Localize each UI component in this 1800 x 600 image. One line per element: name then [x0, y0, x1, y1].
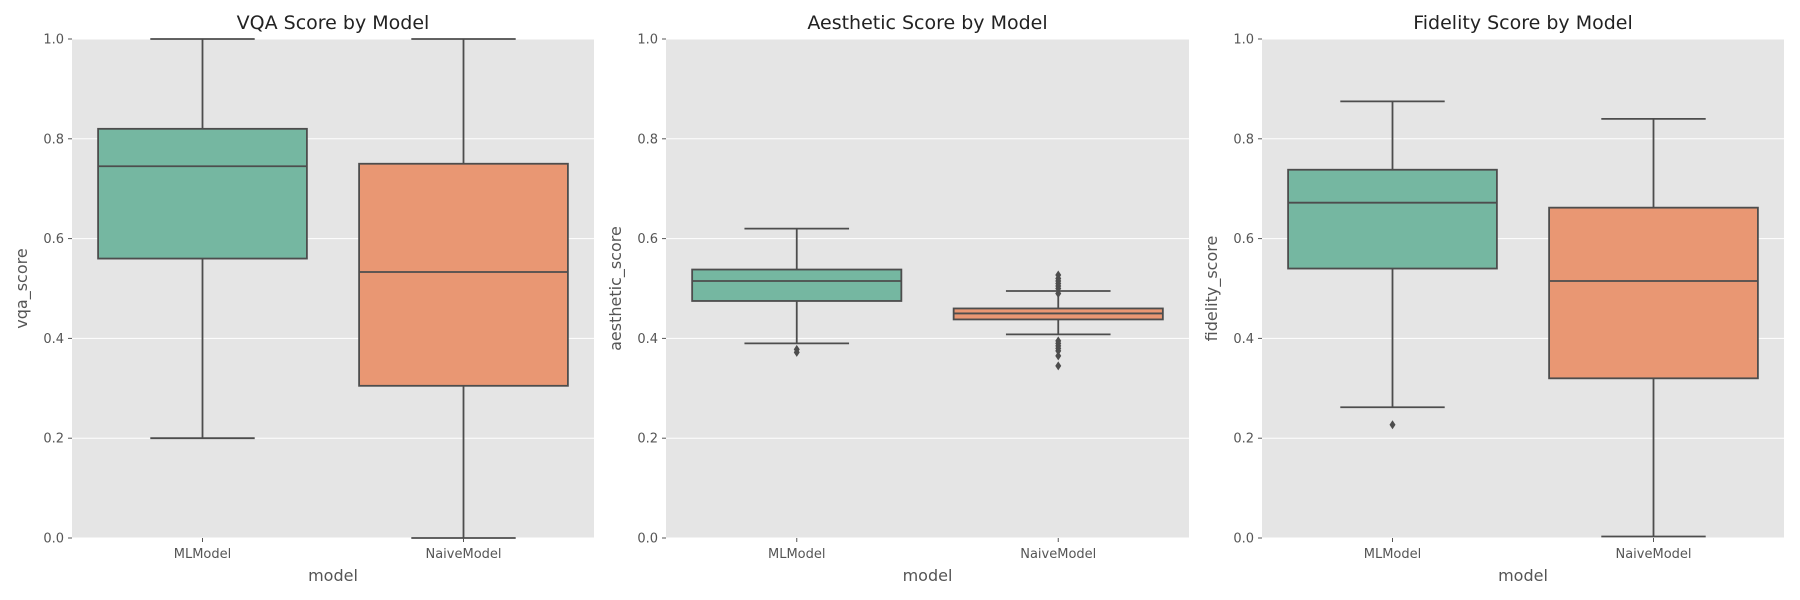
outlier-point	[1055, 288, 1062, 298]
x-tick-label: NaiveModel	[1615, 547, 1691, 562]
chart-title: Fidelity Score by Model	[1413, 12, 1633, 34]
y-tick-label: 0.0	[637, 532, 658, 547]
chart-panel-3: 0.0 0.2 0.4 0.6 0.8 1.0 MLModel NaiveModel Fidel…	[1202, 12, 1784, 585]
box-naivemodel	[1548, 206, 1759, 380]
x-tick-label: MLModel	[1364, 547, 1422, 562]
box-mlmodel	[1287, 168, 1498, 270]
y-tick-label: 0.4	[43, 332, 64, 347]
outlier-point	[1055, 336, 1062, 346]
y-tick-label: 0.0	[43, 532, 64, 547]
outlier-point	[1055, 351, 1062, 361]
y-tick-label: 0.4	[637, 332, 658, 347]
y-tick-label: 0.4	[1233, 332, 1254, 347]
y-tick-label: 1.0	[1233, 33, 1254, 48]
y-axis-label: aesthetic_score	[606, 226, 626, 351]
box-mlmodel	[97, 127, 308, 260]
y-tick-label: 0.8	[1233, 132, 1254, 147]
y-tick-label: 0.6	[43, 232, 64, 247]
chart-title: Aesthetic Score by Model	[807, 12, 1047, 34]
y-axis-label: vqa_score	[12, 248, 32, 328]
y-tick-label: 0.2	[637, 432, 658, 447]
y-tick-label: 0.2	[1233, 432, 1254, 447]
chart-title: VQA Score by Model	[237, 12, 430, 34]
x-axis-label: model	[903, 566, 953, 585]
box-mlmodel	[691, 268, 903, 302]
x-tick-label: NaiveModel	[425, 547, 501, 562]
y-tick-label: 1.0	[637, 33, 658, 48]
y-tick-label: 1.0	[43, 33, 64, 48]
y-tick-label: 0.8	[43, 132, 64, 147]
y-axis-label: fidelity_score	[1202, 236, 1222, 342]
x-tick-label: NaiveModel	[1020, 547, 1096, 562]
x-tick-label: MLModel	[174, 547, 232, 562]
x-tick-label: MLModel	[768, 547, 826, 562]
y-tick-label: 0.6	[1233, 232, 1254, 247]
outlier-point	[1389, 420, 1396, 430]
outlier-point	[1055, 361, 1062, 371]
outlier-point	[1055, 270, 1062, 280]
x-axis-label: model	[308, 566, 358, 585]
y-tick-label: 0.8	[637, 132, 658, 147]
x-axis-label: model	[1498, 566, 1548, 585]
outlier-point	[793, 344, 800, 354]
chart-panel-2: 0.0 0.2 0.4 0.6 0.8 1.0 MLModel NaiveModel Aesth…	[606, 12, 1189, 585]
y-tick-label: 0.2	[43, 432, 64, 447]
box-naivemodel	[358, 162, 569, 387]
y-tick-label: 0.6	[637, 232, 658, 247]
chart-panel-1: 0.0 0.2 0.4 0.6 0.8 1.0 MLModel NaiveModel VQA S…	[12, 12, 594, 585]
y-tick-label: 0.0	[1233, 532, 1254, 547]
